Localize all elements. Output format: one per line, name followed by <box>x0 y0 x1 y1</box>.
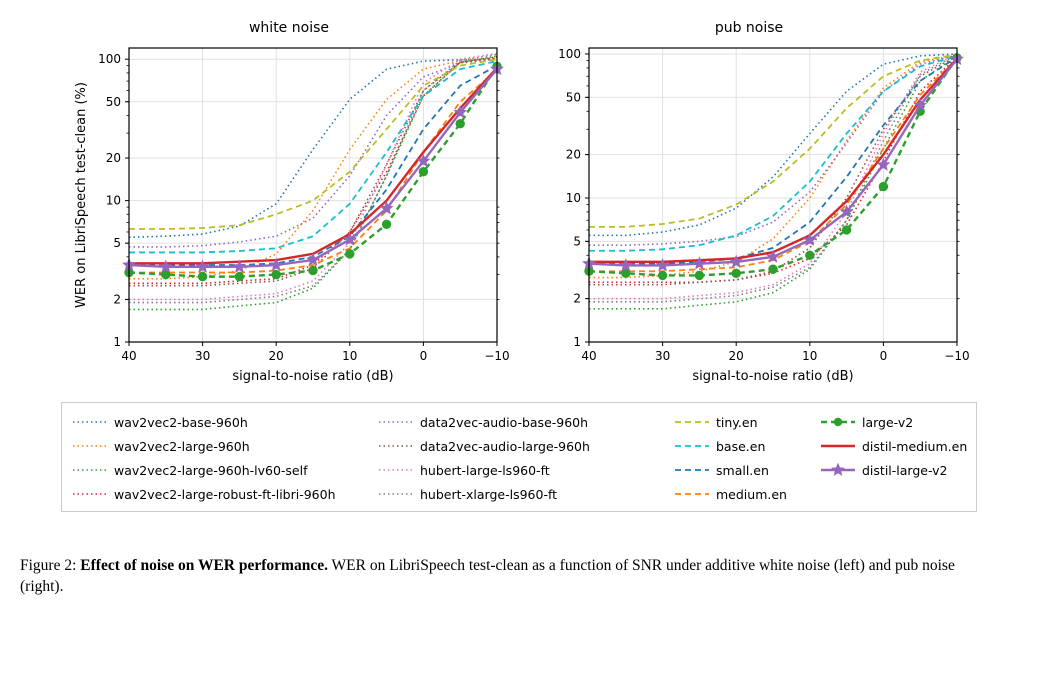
legend-item: data2vec-audio-large-960h <box>378 435 668 457</box>
legend-swatch <box>378 463 414 477</box>
svg-text:50: 50 <box>566 90 581 104</box>
charts-row: white noise 125102050100403020100−10sign… <box>20 20 1018 390</box>
chart-white-noise: white noise 125102050100403020100−10sign… <box>69 20 509 390</box>
svg-text:40: 40 <box>121 349 136 363</box>
chart-title-left: white noise <box>69 20 509 36</box>
legend-swatch <box>674 463 710 477</box>
legend-item: distil-medium.en <box>820 435 990 457</box>
svg-text:1: 1 <box>573 335 581 349</box>
svg-text:10: 10 <box>342 349 357 363</box>
legend-label: small.en <box>716 463 769 478</box>
legend-item: wav2vec2-base-960h <box>72 411 372 433</box>
svg-text:100: 100 <box>558 47 581 61</box>
legend-item: hubert-large-ls960-ft <box>378 459 668 481</box>
legend-label: distil-medium.en <box>862 439 967 454</box>
legend-swatch <box>72 487 108 501</box>
legend-item: hubert-xlarge-ls960-ft <box>378 483 668 505</box>
legend-item: tiny.en <box>674 411 814 433</box>
x-axis-label: signal-to-noise ratio (dB) <box>232 369 393 384</box>
y-axis-label: WER on LibriSpeech test-clean (%) <box>74 82 89 308</box>
svg-text:5: 5 <box>573 234 581 248</box>
svg-text:20: 20 <box>106 151 121 165</box>
svg-text:2: 2 <box>573 292 581 306</box>
legend-label: wav2vec2-large-960h-lv60-self <box>114 463 308 478</box>
legend-swatch <box>378 415 414 429</box>
legend-swatch <box>378 439 414 453</box>
figure-container: white noise 125102050100403020100−10sign… <box>20 20 1018 598</box>
legend-label: wav2vec2-base-960h <box>114 415 248 430</box>
chart-title-right: pub noise <box>529 20 969 36</box>
legend-item: distil-large-v2 <box>820 459 990 481</box>
legend-label: wav2vec2-large-960h <box>114 439 250 454</box>
legend-swatch <box>674 487 710 501</box>
svg-text:2: 2 <box>113 292 121 306</box>
chart-svg-right: 125102050100403020100−10signal-to-noise … <box>529 40 969 390</box>
x-axis-label: signal-to-noise ratio (dB) <box>692 369 853 384</box>
svg-text:0: 0 <box>420 349 428 363</box>
legend-swatch <box>820 463 856 477</box>
caption-prefix: Figure 2: <box>20 557 80 574</box>
legend-label: tiny.en <box>716 415 758 430</box>
legend-label: large-v2 <box>862 415 913 430</box>
svg-text:−10: −10 <box>484 349 509 363</box>
svg-text:20: 20 <box>729 349 744 363</box>
svg-text:1: 1 <box>113 335 121 349</box>
svg-text:50: 50 <box>106 95 121 109</box>
legend: wav2vec2-base-960h data2vec-audio-base-96… <box>61 402 977 512</box>
legend-item: wav2vec2-large-960h <box>72 435 372 457</box>
svg-text:20: 20 <box>566 148 581 162</box>
legend-swatch <box>674 415 710 429</box>
svg-text:5: 5 <box>113 236 121 250</box>
svg-text:10: 10 <box>802 349 817 363</box>
svg-text:100: 100 <box>98 52 121 66</box>
legend-swatch <box>820 415 856 429</box>
figure-caption: Figure 2: Effect of noise on WER perform… <box>20 556 960 598</box>
legend-swatch <box>378 487 414 501</box>
legend-item: wav2vec2-large-robust-ft-libri-960h <box>72 483 372 505</box>
legend-swatch <box>72 415 108 429</box>
svg-text:10: 10 <box>566 191 581 205</box>
legend-label: data2vec-audio-large-960h <box>420 439 590 454</box>
legend-label: distil-large-v2 <box>862 463 947 478</box>
legend-item: data2vec-audio-base-960h <box>378 411 668 433</box>
svg-text:20: 20 <box>269 349 284 363</box>
svg-text:40: 40 <box>581 349 596 363</box>
legend-label: base.en <box>716 439 765 454</box>
legend-label: hubert-large-ls960-ft <box>420 463 550 478</box>
chart-pub-noise: pub noise 125102050100403020100−10signal… <box>529 20 969 390</box>
legend-swatch <box>674 439 710 453</box>
caption-bold: Effect of noise on WER performance. <box>80 557 328 574</box>
legend-item: medium.en <box>674 483 814 505</box>
legend-swatch <box>72 463 108 477</box>
chart-svg-left: 125102050100403020100−10signal-to-noise … <box>69 40 509 390</box>
svg-text:0: 0 <box>880 349 888 363</box>
legend-item: large-v2 <box>820 411 990 433</box>
legend-item: small.en <box>674 459 814 481</box>
svg-text:−10: −10 <box>944 349 969 363</box>
legend-label: hubert-xlarge-ls960-ft <box>420 487 557 502</box>
legend-swatch <box>820 439 856 453</box>
legend-item: wav2vec2-large-960h-lv60-self <box>72 459 372 481</box>
legend-item: base.en <box>674 435 814 457</box>
legend-swatch <box>72 439 108 453</box>
legend-label: wav2vec2-large-robust-ft-libri-960h <box>114 487 336 502</box>
svg-text:30: 30 <box>195 349 210 363</box>
legend-label: data2vec-audio-base-960h <box>420 415 588 430</box>
svg-text:10: 10 <box>106 194 121 208</box>
legend-label: medium.en <box>716 487 787 502</box>
svg-text:30: 30 <box>655 349 670 363</box>
